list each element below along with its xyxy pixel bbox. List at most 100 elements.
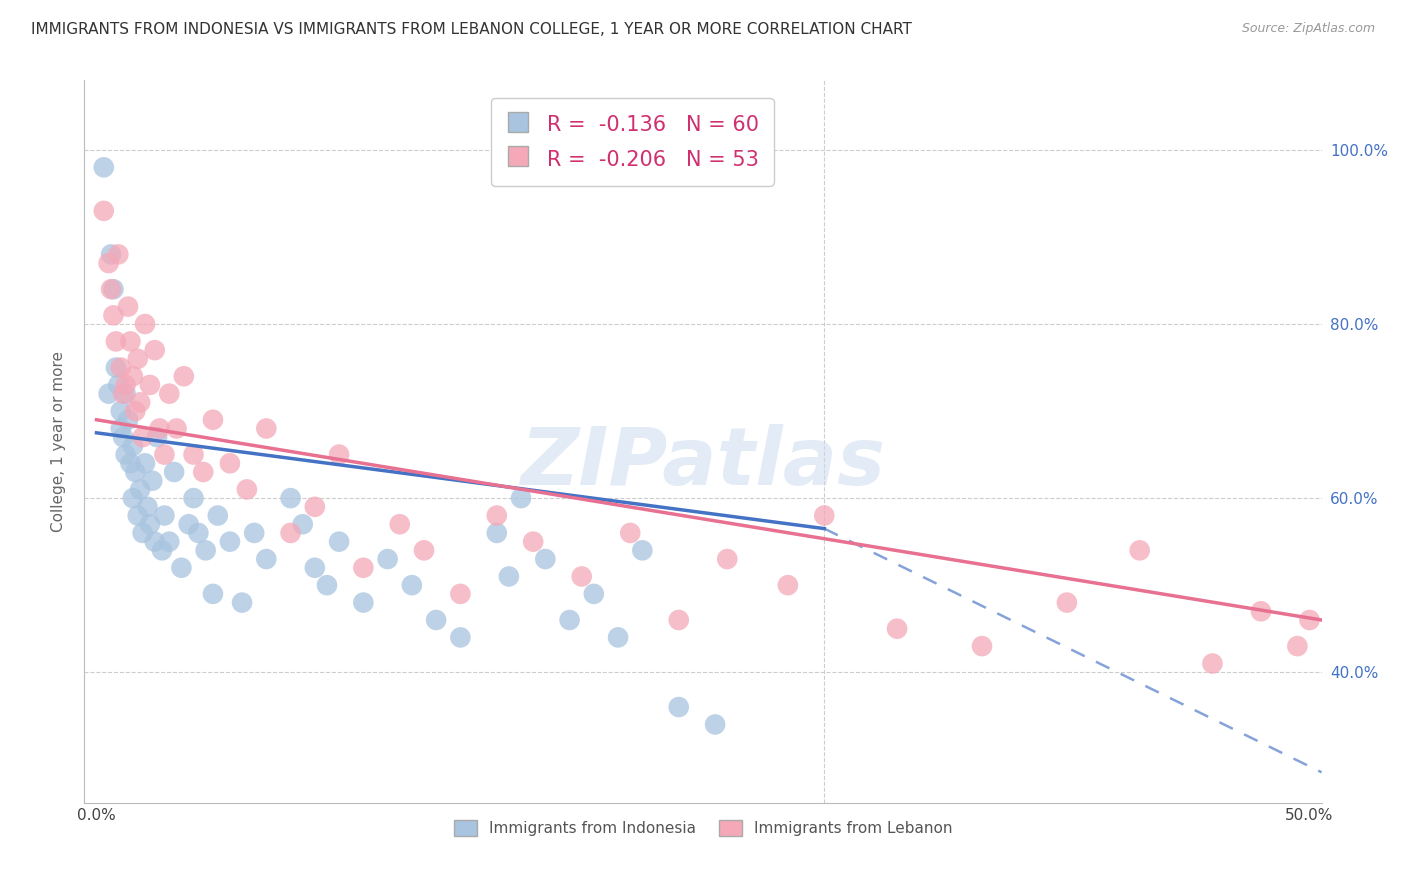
Point [122,369,145,384]
Point [110,360,132,375]
Point [93,203,115,218]
Point [150,543,173,558]
Point [187,525,209,540]
Point [243,525,266,540]
Point [141,474,163,488]
Point [498,569,520,583]
Point [668,700,690,714]
Point [173,369,195,384]
Point [668,613,690,627]
Point [328,448,350,462]
Point [166,421,188,435]
Point [163,465,186,479]
Point [388,517,411,532]
Point [377,552,399,566]
Point [170,561,193,575]
Point [100,282,122,296]
Point [582,587,605,601]
Point [134,456,156,470]
Point [449,587,471,601]
Point [607,631,630,645]
Point [183,491,205,505]
Point [129,395,152,409]
Point [153,508,176,523]
Point [304,561,326,575]
Point [219,534,242,549]
Point [201,587,224,601]
Point [776,578,799,592]
Point [112,386,135,401]
Point [153,448,176,462]
Point [97,256,120,270]
Point [510,491,533,505]
Point [328,534,350,549]
Point [107,378,129,392]
Point [219,456,242,470]
Point [194,543,217,558]
Point [120,334,142,349]
Point [716,552,738,566]
Point [352,596,374,610]
Point [1201,657,1223,671]
Point [104,360,127,375]
Point [1250,604,1272,618]
Y-axis label: College, 1 year or more: College, 1 year or more [51,351,66,532]
Point [970,639,993,653]
Point [148,421,170,435]
Point [1056,596,1078,610]
Point [139,517,162,532]
Point [485,508,508,523]
Point [117,300,139,314]
Point [193,465,215,479]
Point [280,525,302,540]
Point [146,430,169,444]
Point [485,525,508,540]
Point [813,508,835,523]
Point [114,378,136,392]
Point [122,439,145,453]
Point [704,717,727,731]
Point [134,317,156,331]
Point [131,430,153,444]
Point [631,543,654,558]
Text: Source: ZipAtlas.com: Source: ZipAtlas.com [1241,22,1375,36]
Point [425,613,447,627]
Text: IMMIGRANTS FROM INDONESIA VS IMMIGRANTS FROM LEBANON COLLEGE, 1 YEAR OR MORE COR: IMMIGRANTS FROM INDONESIA VS IMMIGRANTS … [31,22,912,37]
Point [522,534,544,549]
Point [558,613,581,627]
Point [1298,613,1320,627]
Point [136,500,159,514]
Point [157,386,180,401]
Point [177,517,200,532]
Point [112,430,135,444]
Point [97,386,120,401]
Point [157,534,180,549]
Point [207,508,229,523]
Point [110,421,132,435]
Point [143,534,166,549]
Point [100,247,122,261]
Point [93,161,115,175]
Point [254,421,277,435]
Point [304,500,326,514]
Point [1129,543,1152,558]
Point [619,525,641,540]
Point [124,465,146,479]
Point [127,351,149,366]
Text: ZIPatlas: ZIPatlas [520,425,886,502]
Point [254,552,277,566]
Point [291,517,314,532]
Point [571,569,593,583]
Point [139,378,162,392]
Legend: Immigrants from Indonesia, Immigrants from Lebanon: Immigrants from Indonesia, Immigrants fr… [447,814,959,842]
Point [120,456,142,470]
Point [534,552,557,566]
Point [231,596,253,610]
Point [236,483,259,497]
Point [129,483,152,497]
Point [201,413,224,427]
Point [413,543,436,558]
Point [110,404,132,418]
Point [1286,639,1309,653]
Point [122,491,145,505]
